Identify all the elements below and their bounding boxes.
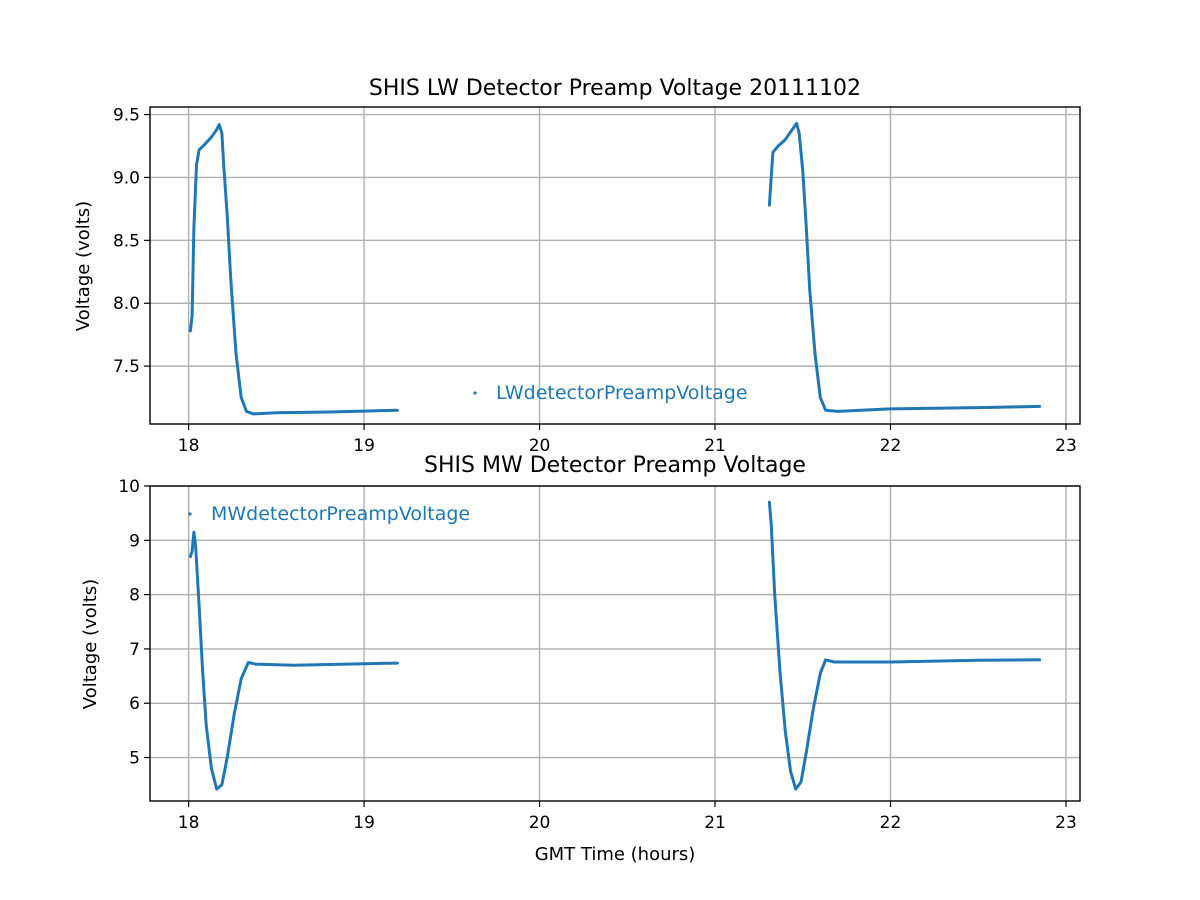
x-tick-label: 18: [178, 813, 200, 833]
x-tick-label: 23: [1055, 813, 1077, 833]
lw-legend-label: LWdetectorPreampVoltage: [496, 382, 748, 404]
series-line: [188, 123, 399, 416]
x-ticks: 18 19 20 21 22 23: [178, 801, 1077, 833]
series-line: [188, 530, 399, 791]
lw-voltage-plot: 18 19 20 21 22 23 7.5 8.0 8.5 9.0 9.5 SHIS LW Det…: [73, 76, 1081, 456]
x-tick-label: 21: [704, 436, 726, 456]
y-ticks: 5 6 7 8 9 10: [118, 477, 150, 769]
x-tick-label: 20: [529, 813, 551, 833]
x-tick-label: 22: [880, 436, 902, 456]
y-tick-label: 9.5: [113, 106, 140, 126]
y-tick-label: 5: [129, 749, 140, 769]
grid: [150, 107, 1080, 424]
y-ticks: 7.5 8.0 8.5 9.0 9.5: [113, 106, 150, 377]
x-tick-label: 22: [880, 813, 902, 833]
mw-voltage-plot: 18 19 20 21 22 23 5 6 7 8 9 10 SHIS MW Detector Pr…: [80, 453, 1081, 833]
y-tick-label: 8.0: [113, 294, 140, 314]
y-tick-label: 9.0: [113, 168, 140, 188]
x-tick-label: 19: [353, 436, 375, 456]
lw-y-axis-label: Voltage (volts): [73, 201, 94, 331]
series-area: [188, 121, 1042, 416]
y-tick-label: 9: [129, 531, 140, 551]
y-tick-label: 6: [129, 694, 140, 714]
series-line: [767, 500, 1042, 791]
mw-legend: MWdetectorPreampVoltage: [188, 503, 470, 525]
y-tick-label: 8.5: [113, 231, 140, 251]
mw-y-axis-label: Voltage (volts): [80, 579, 101, 709]
x-ticks: 18 19 20 21 22 23: [178, 424, 1077, 456]
plot-frame: [149, 106, 1081, 425]
y-tick-label: 10: [118, 477, 140, 497]
x-tick-label: 18: [178, 436, 200, 456]
lw-legend: LWdetectorPreampVoltage: [473, 382, 748, 404]
x-tick-label: 23: [1055, 436, 1077, 456]
y-tick-label: 7: [129, 640, 140, 660]
mw-chart-title: SHIS MW Detector Preamp Voltage: [424, 453, 806, 478]
x-tick-label: 21: [704, 813, 726, 833]
mw-legend-marker: [188, 512, 192, 516]
series-area: [188, 500, 1042, 791]
plot-frame: [149, 485, 1081, 802]
x-axis-label: GMT Time (hours): [535, 844, 696, 865]
y-tick-label: 8: [129, 586, 140, 606]
lw-chart-title: SHIS LW Detector Preamp Voltage 20111102: [369, 76, 861, 101]
lw-legend-marker: [473, 391, 477, 395]
grid: [150, 485, 1080, 801]
y-tick-label: 7.5: [113, 357, 140, 377]
x-tick-label: 20: [529, 436, 551, 456]
mw-legend-label: MWdetectorPreampVoltage: [211, 503, 470, 525]
series-line: [767, 121, 1042, 413]
x-tick-label: 19: [353, 813, 375, 833]
